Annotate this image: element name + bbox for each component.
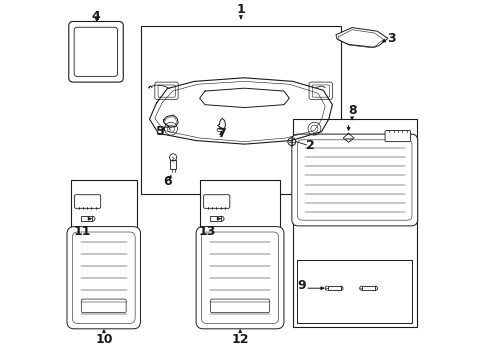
FancyBboxPatch shape — [201, 232, 278, 323]
Bar — [140, 26, 341, 194]
Bar — [292, 119, 416, 327]
FancyBboxPatch shape — [81, 299, 126, 313]
FancyBboxPatch shape — [210, 299, 269, 313]
Text: 5: 5 — [156, 125, 164, 138]
FancyBboxPatch shape — [158, 85, 175, 97]
Bar — [81, 216, 92, 221]
FancyBboxPatch shape — [67, 226, 140, 329]
Text: 7: 7 — [216, 127, 225, 140]
Bar — [327, 286, 340, 291]
Text: 12: 12 — [231, 333, 248, 346]
Text: 10: 10 — [95, 333, 112, 346]
Bar — [170, 160, 176, 169]
FancyBboxPatch shape — [308, 82, 332, 99]
FancyBboxPatch shape — [155, 82, 178, 99]
FancyBboxPatch shape — [384, 131, 410, 141]
Bar — [210, 216, 221, 221]
FancyBboxPatch shape — [69, 22, 123, 82]
FancyBboxPatch shape — [72, 232, 135, 323]
Text: 6: 6 — [163, 175, 171, 188]
Bar — [362, 286, 374, 291]
Text: 2: 2 — [306, 139, 315, 152]
Text: 9: 9 — [297, 279, 305, 292]
FancyBboxPatch shape — [74, 27, 117, 76]
FancyBboxPatch shape — [74, 195, 101, 208]
FancyBboxPatch shape — [203, 195, 229, 208]
Text: 8: 8 — [347, 104, 356, 117]
Text: 13: 13 — [198, 225, 215, 238]
Bar — [199, 180, 280, 327]
Text: 11: 11 — [74, 225, 91, 238]
FancyBboxPatch shape — [297, 140, 411, 220]
FancyBboxPatch shape — [291, 134, 417, 226]
Polygon shape — [335, 28, 387, 47]
Bar — [297, 260, 411, 323]
Text: 3: 3 — [386, 32, 395, 45]
Text: 4: 4 — [91, 10, 100, 23]
Text: 1: 1 — [236, 3, 245, 16]
Bar — [70, 180, 137, 327]
FancyBboxPatch shape — [312, 85, 329, 97]
FancyBboxPatch shape — [196, 226, 284, 329]
